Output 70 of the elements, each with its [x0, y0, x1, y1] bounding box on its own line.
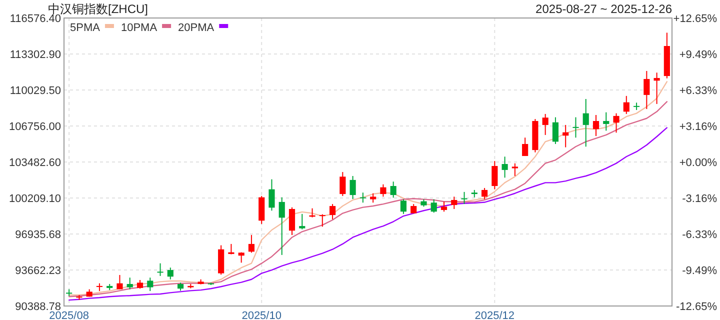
- legend-label: 20PMA: [178, 22, 215, 34]
- y2-tick-label: +3.16%: [679, 121, 718, 134]
- x-tick-label: 2025/12: [474, 310, 515, 320]
- y2-tick-label: -12.65%: [676, 301, 718, 313]
- candlestick: [147, 277, 154, 292]
- y-tick-label: 116576.40: [10, 13, 61, 25]
- candlestick: [592, 114, 600, 136]
- candlestick: [492, 160, 498, 190]
- candlestick: [481, 187, 488, 200]
- candlestick: [644, 70, 650, 110]
- y2-tick-label: -6.33%: [682, 229, 718, 242]
- candlestick: [370, 192, 376, 204]
- candlestick: [522, 137, 528, 156]
- candlestick: [400, 198, 407, 214]
- candlestick: [268, 178, 275, 212]
- y-tick-label: 100209.10: [9, 193, 61, 205]
- legend-label: 5PMA: [70, 22, 101, 34]
- y-tick-label: 106756.00: [9, 121, 61, 133]
- candlestick: [288, 206, 296, 236]
- y-tick-label: 103482.60: [9, 157, 61, 169]
- candlestick: [461, 191, 468, 205]
- y2-tick-label: +12.65%: [673, 13, 718, 25]
- candlestick: [633, 102, 640, 111]
- candlestick: [350, 175, 356, 200]
- candlestick: [542, 113, 548, 136]
- candlestick: [360, 192, 366, 204]
- candlestick: [451, 196, 458, 210]
- candlestick: [228, 243, 234, 255]
- legend-label: 10PMA: [120, 22, 158, 34]
- y-tick-label: 93662.23: [15, 265, 61, 277]
- candlestick: [167, 267, 174, 280]
- y-tick-label: 90388.78: [15, 301, 61, 313]
- candlestick: [562, 124, 569, 148]
- candlestick: [440, 201, 448, 212]
- x-tick-label: 2025/08: [49, 310, 89, 320]
- candlestick: [430, 198, 437, 214]
- candlestick: [218, 244, 224, 276]
- candlestick: [258, 196, 265, 224]
- y-tick-label: 113302.90: [10, 49, 61, 61]
- candlestick: [613, 112, 620, 134]
- candlestick: [126, 277, 133, 290]
- y2-tick-label: -3.16%: [682, 192, 718, 205]
- candlestick: [278, 196, 285, 256]
- candlestick: [248, 234, 255, 254]
- candlestick: [502, 156, 508, 178]
- y2-tick-label: +6.33%: [679, 84, 718, 97]
- candlestick: [380, 184, 386, 198]
- candlestick: [572, 116, 579, 138]
- candlestick: [390, 181, 396, 198]
- candlestick: [552, 116, 559, 144]
- y-tick-label: 110029.50: [10, 85, 61, 97]
- candlestick: [623, 95, 630, 114]
- y2-tick-label: +0.00%: [679, 157, 718, 169]
- candlestick: [319, 214, 326, 228]
- candlestick: [340, 172, 346, 197]
- chart-title: 中汉铜指数[ZHCU]: [48, 2, 148, 16]
- chart-subtitle: 2025-08-27 ~ 2025-12-26: [536, 2, 672, 16]
- candlestick: [299, 213, 306, 230]
- candlestick: [582, 98, 589, 148]
- candlestick: [116, 274, 123, 290]
- candlestick: [157, 262, 164, 276]
- x-tick-label: 2025/10: [242, 310, 282, 320]
- candlestick: [329, 204, 336, 220]
- y2-tick-label: -9.49%: [682, 265, 718, 278]
- candlestick: [603, 112, 610, 132]
- candlestick: [654, 72, 660, 104]
- y-tick-label: 96935.68: [15, 229, 61, 241]
- y2-tick-label: +9.49%: [679, 48, 718, 61]
- candlestick: [410, 204, 417, 214]
- candlestick: [512, 162, 518, 176]
